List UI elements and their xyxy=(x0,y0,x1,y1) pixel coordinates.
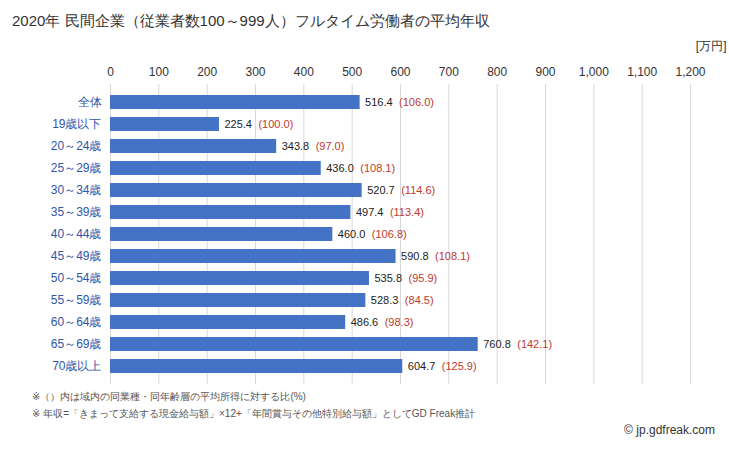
svg-text:535.8: 535.8 xyxy=(374,272,402,284)
svg-text:(106.0): (106.0) xyxy=(399,96,434,108)
svg-text:(108.1): (108.1) xyxy=(435,250,470,262)
svg-text:(95.9): (95.9) xyxy=(408,272,437,284)
svg-text:604.7: 604.7 xyxy=(408,360,436,372)
svg-text:(106.8): (106.8) xyxy=(372,228,407,240)
svg-text:0: 0 xyxy=(107,65,114,79)
svg-text:460.0: 460.0 xyxy=(338,228,366,240)
svg-text:520.7: 520.7 xyxy=(367,184,395,196)
svg-text:200: 200 xyxy=(197,65,217,79)
svg-text:1,100: 1,100 xyxy=(627,65,657,79)
svg-text:500: 500 xyxy=(342,65,362,79)
svg-text:(108.1): (108.1) xyxy=(360,162,395,174)
svg-text:486.6: 486.6 xyxy=(351,316,379,328)
svg-text:1,200: 1,200 xyxy=(675,65,705,79)
svg-text:(97.0): (97.0) xyxy=(316,140,345,152)
svg-text:516.4: 516.4 xyxy=(365,96,393,108)
svg-text:50～54歳: 50～54歳 xyxy=(51,271,102,285)
svg-text:600: 600 xyxy=(390,65,410,79)
html-text:※ 年収=「きまって支給する現金給与額」×12+「年間賞与そ: ※ 年収=「きまって支給する現金給与額」×12+「年間賞与その他特別給与額」とし… xyxy=(32,408,476,419)
svg-text:65～69歳: 65～69歳 xyxy=(51,337,102,351)
svg-text:30～34歳: 30～34歳 xyxy=(51,183,102,197)
svg-text:40～44歳: 40～44歳 xyxy=(51,227,102,241)
svg-text:100: 100 xyxy=(149,65,169,79)
svg-text:800: 800 xyxy=(487,65,507,79)
svg-text:300: 300 xyxy=(245,65,265,79)
html-text:※（）内は域内の同業種・同年齢層の平均所得に対する比(%): ※（）内は域内の同業種・同年齢層の平均所得に対する比(%) xyxy=(32,391,306,402)
svg-text:225.4: 225.4 xyxy=(224,118,252,130)
svg-text:55～59歳: 55～59歳 xyxy=(51,293,102,307)
svg-text:(142.1): (142.1) xyxy=(517,338,552,350)
svg-text:497.4: 497.4 xyxy=(356,206,384,218)
svg-text:700: 700 xyxy=(439,65,459,79)
svg-text:900: 900 xyxy=(535,65,555,79)
svg-text:45～49歳: 45～49歳 xyxy=(51,249,102,263)
svg-text:35～39歳: 35～39歳 xyxy=(51,205,102,219)
svg-text:(113.4): (113.4) xyxy=(390,206,424,218)
svg-text:343.8: 343.8 xyxy=(282,140,310,152)
svg-text:60～64歳: 60～64歳 xyxy=(51,315,102,329)
svg-text:400: 400 xyxy=(294,65,314,79)
html-text:© jp.gdfreak.com: © jp.gdfreak.com xyxy=(624,423,715,437)
svg-text:(114.6): (114.6) xyxy=(401,184,435,196)
svg-text:全体: 全体 xyxy=(78,95,102,109)
svg-text:(125.9): (125.9) xyxy=(442,360,477,372)
svg-text:436.0: 436.0 xyxy=(326,162,354,174)
svg-text:760.8: 760.8 xyxy=(483,338,511,350)
svg-text:25～29歳: 25～29歳 xyxy=(51,161,102,175)
svg-text:528.3: 528.3 xyxy=(371,294,399,306)
svg-text:(98.3): (98.3) xyxy=(385,316,414,328)
svg-text:[万円]: [万円] xyxy=(696,39,727,53)
svg-text:70歳以上: 70歳以上 xyxy=(52,359,101,373)
svg-text:20～24歳: 20～24歳 xyxy=(51,139,102,153)
svg-text:(84.5): (84.5) xyxy=(405,294,434,306)
svg-text:1,000: 1,000 xyxy=(579,65,609,79)
svg-text:(100.0): (100.0) xyxy=(258,118,293,130)
svg-text:19歳以下: 19歳以下 xyxy=(52,117,101,131)
svg-text:590.8: 590.8 xyxy=(401,250,429,262)
html-text:2020年 民間企業（従業者数100～999人）フルタイム労: 2020年 民間企業（従業者数100～999人）フルタイム労働者の平均年収 xyxy=(12,12,490,29)
